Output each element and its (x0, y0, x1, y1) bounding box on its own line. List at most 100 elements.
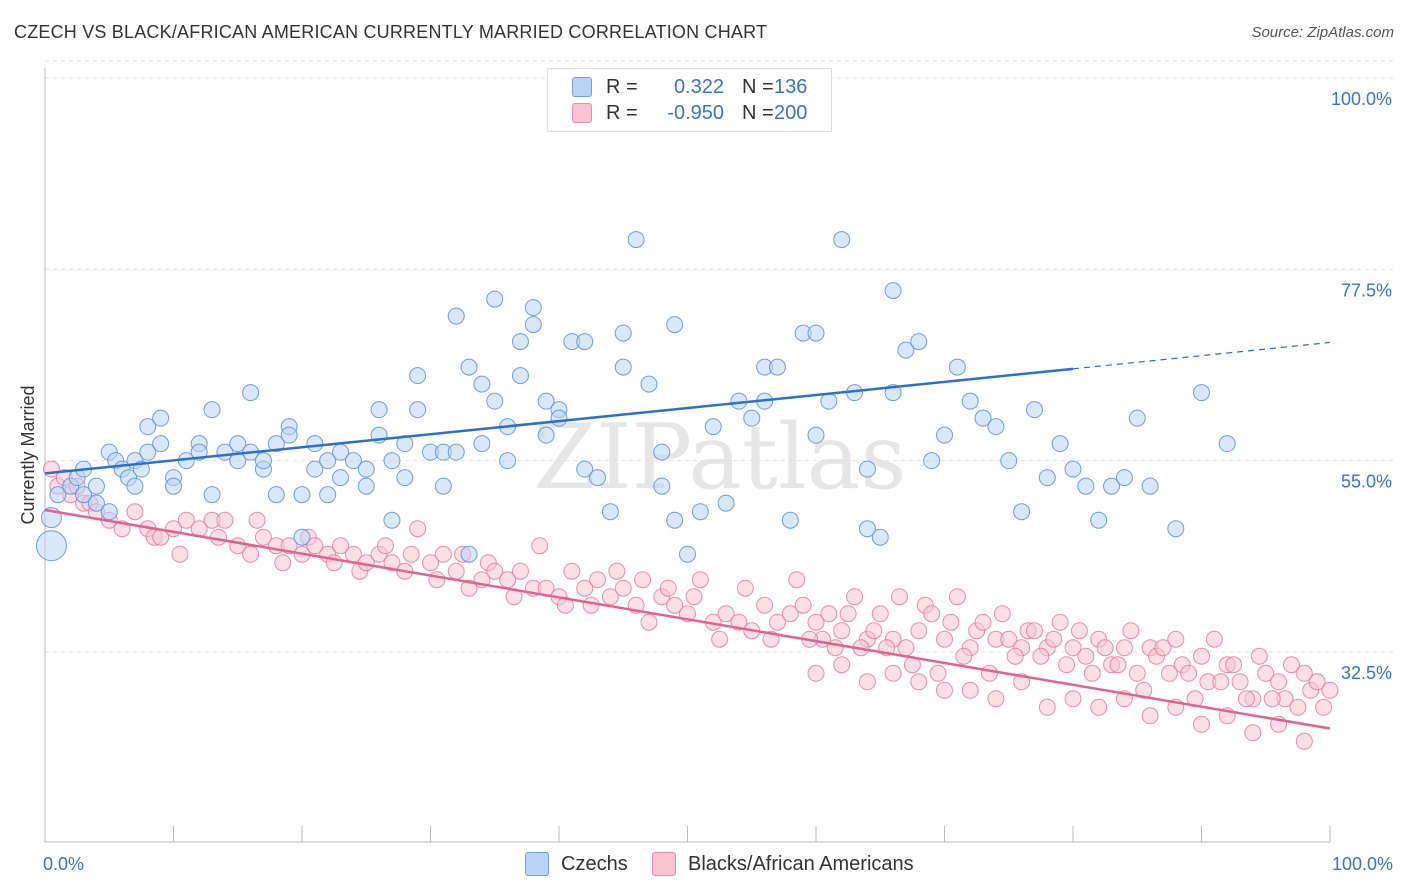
data-point-czech (1115, 469, 1133, 487)
data-point-czech (858, 460, 876, 478)
data-point-czech (550, 409, 568, 427)
czech-swatch (572, 77, 592, 97)
data-point-black (428, 571, 446, 589)
data-point-czech (1103, 477, 1121, 495)
data-point-czech (242, 384, 260, 402)
data-point-czech (293, 528, 311, 546)
data-point-czech (1090, 511, 1108, 529)
data-point-black (248, 511, 266, 529)
data-point-czech (576, 460, 594, 478)
data-point-black (1090, 698, 1108, 716)
data-point-black (242, 545, 260, 563)
data-point-czech (666, 511, 684, 529)
data-point-black (216, 511, 234, 529)
legend-label-black: Blacks/African Americans (688, 852, 914, 875)
data-point-black (1025, 622, 1043, 640)
data-point-black (511, 562, 529, 580)
data-point-czech (781, 511, 799, 529)
y-tick-label: 32.5% (1341, 663, 1392, 683)
black-swatch (652, 852, 676, 876)
data-point-black (961, 681, 979, 699)
data-point-black (402, 545, 420, 563)
data-point-black (306, 537, 324, 555)
data-point-czech (152, 409, 170, 427)
data-point-black (1193, 647, 1210, 665)
data-point-black (891, 588, 909, 606)
data-point-black (1038, 698, 1056, 716)
data-point-black (1315, 698, 1333, 716)
data-point-czech (165, 477, 182, 495)
data-point-czech (717, 494, 735, 512)
data-point-black (563, 562, 581, 580)
data-point-czech (203, 486, 221, 504)
data-point-czech (35, 530, 67, 562)
data-point-czech (704, 418, 722, 436)
data-point-czech (344, 452, 362, 470)
legend-row-black: R = -0.950 N = 200 (572, 100, 807, 126)
data-point-black (614, 579, 632, 597)
data-point-black (1051, 613, 1069, 631)
n-label: N = (742, 75, 774, 98)
r-label: R = (606, 75, 638, 98)
y-tick-label: 55.0% (1341, 472, 1392, 492)
data-point-black (736, 579, 754, 597)
data-point-black (332, 537, 350, 555)
data-point-czech (87, 477, 105, 495)
series-legend: Czechs Blacks/African Americans (0, 852, 1406, 878)
data-point-black (865, 622, 883, 640)
data-point-black (717, 605, 735, 623)
data-point-black (634, 571, 652, 589)
data-point-czech (1013, 503, 1031, 521)
data-point-czech (910, 333, 928, 351)
data-point-black (948, 588, 966, 606)
data-point-czech (100, 503, 118, 521)
data-point-black (794, 596, 812, 614)
data-point-czech (319, 486, 337, 504)
data-point-black (1141, 707, 1159, 725)
data-point-black (1135, 681, 1153, 699)
data-point-black (531, 537, 549, 555)
data-point-czech (1064, 460, 1082, 478)
data-point-czech (139, 418, 157, 436)
n-value: 136 (774, 75, 808, 98)
data-point-czech (640, 375, 658, 393)
data-point-czech (691, 503, 709, 521)
data-point-black (1160, 664, 1178, 682)
data-point-black (1244, 724, 1262, 742)
data-point-czech (267, 486, 285, 504)
data-point-black (666, 596, 684, 614)
data-point-czech (537, 426, 555, 444)
data-point-czech (871, 528, 889, 546)
y-axis-label: Currently Married (18, 385, 38, 524)
czech-swatch (525, 852, 549, 876)
correlation-legend: R = 0.322 N = 136 R = -0.950 N = 200 (547, 68, 832, 132)
data-point-black (826, 639, 844, 657)
data-point-black (556, 596, 574, 614)
data-point-black (807, 664, 825, 682)
data-point-black (1006, 647, 1024, 665)
data-point-black (460, 579, 478, 597)
x-tick-label: 100.0% (1332, 854, 1393, 874)
data-point-czech (666, 316, 684, 334)
data-point-black (1308, 673, 1326, 691)
data-point-black (1045, 630, 1063, 648)
legend-row-czech: R = 0.322 N = 136 (572, 74, 807, 100)
data-point-black (987, 690, 1005, 708)
data-point-czech (370, 401, 388, 419)
data-point-black (833, 656, 851, 674)
legend-label-czechs: Czechs (561, 852, 628, 875)
trendline-black (44, 508, 1331, 730)
data-point-czech (974, 409, 992, 427)
data-point-black (254, 528, 272, 546)
data-point-czech (486, 290, 504, 308)
data-point-czech (820, 392, 838, 410)
data-point-czech (858, 520, 876, 538)
data-point-czech (833, 231, 851, 249)
data-point-czech (473, 375, 491, 393)
data-point-black (929, 664, 947, 682)
data-point-black (1257, 664, 1275, 682)
data-point-black (711, 630, 729, 648)
chart-title: CZECH VS BLACK/AFRICAN AMERICAN CURRENTL… (14, 22, 768, 42)
data-point-black (126, 503, 144, 521)
